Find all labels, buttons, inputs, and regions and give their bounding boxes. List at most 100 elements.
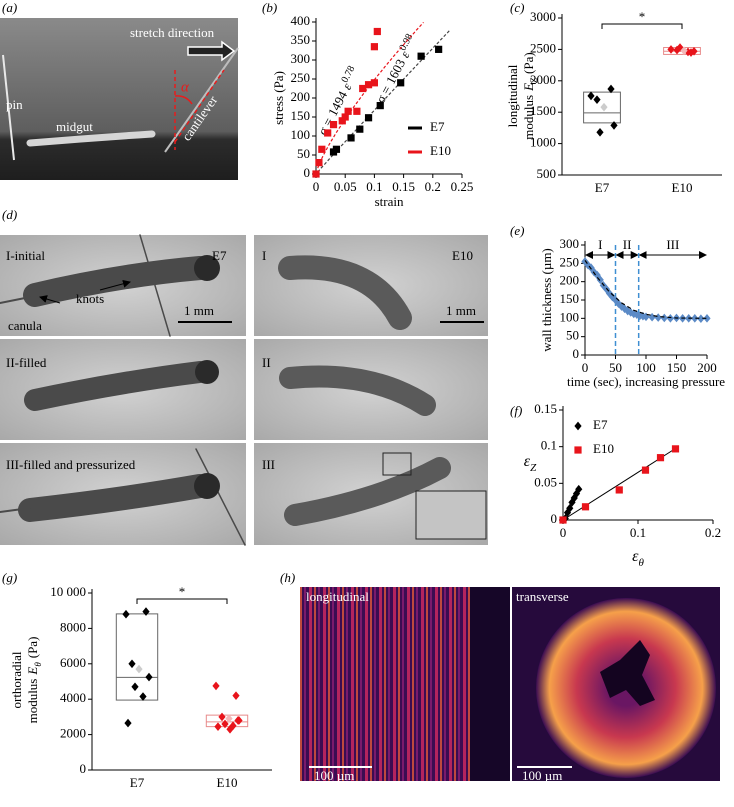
point: [618, 302, 626, 311]
y-tick-label: 0.1: [541, 438, 557, 453]
point: [607, 84, 615, 94]
point: [122, 609, 130, 619]
photo-h: (h) longitudinal transverse 100 µm 100 µ…: [280, 570, 720, 783]
axis-label: wall thickness (µm): [539, 248, 554, 352]
label-part: θ: [33, 662, 43, 667]
eq-part: 0.98: [397, 32, 415, 53]
point: [397, 79, 405, 87]
fit-equation: σ =1494ε0.78: [313, 64, 363, 138]
photo-a: (a) stretch direction pin midgut cantile…: [0, 0, 239, 180]
eq-part: σ =: [373, 83, 395, 106]
region-label: III: [666, 237, 679, 252]
point: [329, 121, 338, 129]
axis-label: εθ: [632, 548, 644, 569]
axis-label-text: wall thickness (µm): [539, 248, 554, 352]
y-tick-label: 200: [291, 89, 311, 104]
point: [364, 114, 373, 122]
label-part: θ: [638, 557, 644, 569]
panel-label: (h): [280, 570, 295, 585]
y-tick-label: 1500: [530, 103, 556, 118]
point: [214, 722, 222, 731]
knot: [194, 473, 220, 499]
y-tick-label: 4000: [60, 690, 86, 705]
fit-line: [584, 260, 708, 319]
point: [660, 313, 668, 323]
x-tick-label: 200: [697, 360, 717, 375]
panel-label: (a): [2, 0, 17, 15]
label-part: E: [521, 83, 536, 92]
legend-label: E10: [430, 143, 451, 158]
legend-symbol: [574, 421, 582, 431]
point: [229, 721, 237, 731]
axis-label-text: longitudinal: [505, 64, 520, 127]
point: [128, 659, 136, 669]
point: [139, 692, 147, 701]
x-tick-label: 0.05: [334, 179, 357, 194]
y-tick-label: 100: [560, 309, 580, 324]
point: [232, 691, 240, 700]
point: [596, 127, 604, 137]
inset: [415, 490, 487, 540]
point: [124, 718, 132, 728]
x-tick-label: 0.2: [425, 179, 441, 194]
label-part: (Pa): [521, 52, 536, 74]
x-tick-label: 50: [609, 360, 622, 375]
point: [344, 107, 352, 115]
label-part: modulus: [25, 679, 40, 724]
mean: [680, 46, 688, 55]
x-tick-label: 0.2: [705, 525, 721, 540]
x-tick-label: E7: [130, 775, 145, 790]
photo-text: II-filled: [6, 355, 47, 370]
lumen: [600, 640, 655, 706]
point: [593, 95, 601, 104]
y-tick-label: 2000: [60, 726, 86, 741]
arrow: [187, 40, 236, 62]
point: [312, 170, 320, 178]
axis-label: orthoradial modulus Eθ (Pa): [9, 637, 43, 724]
x-tick-label: E10: [217, 775, 238, 790]
panel-label: (d): [2, 207, 17, 222]
point: [142, 607, 150, 616]
photo: [0, 18, 238, 180]
region-label: II: [623, 237, 632, 252]
point: [587, 263, 595, 273]
axis-label: strain: [375, 194, 404, 209]
photo-text: 1 mm: [446, 303, 476, 318]
point: [218, 712, 226, 722]
y-tick-label: 6000: [60, 655, 86, 670]
x-tick-label: E10: [672, 180, 693, 195]
y-tick-label: 500: [537, 166, 557, 181]
point: [596, 275, 604, 285]
photo-text: E10: [452, 248, 473, 263]
label-part: Z: [530, 462, 537, 474]
point: [234, 716, 242, 725]
point: [324, 129, 332, 137]
significance: *: [639, 9, 646, 24]
point: [341, 113, 349, 121]
y-tick-label: 0: [80, 761, 87, 776]
x-tick-label: 100: [636, 360, 656, 375]
pin-shape: [2, 54, 15, 161]
point: [356, 125, 364, 133]
label-part: modulus: [521, 95, 536, 140]
y-tick-label: 250: [560, 254, 580, 269]
photo-text: α: [181, 79, 190, 95]
x-tick-label: 0.1: [366, 179, 382, 194]
photo-text: pin: [6, 97, 23, 112]
point: [630, 309, 638, 319]
legend-label: E10: [593, 441, 614, 456]
point: [671, 445, 680, 453]
point: [703, 314, 711, 323]
angle-arc: [174, 95, 193, 105]
point: [641, 466, 650, 474]
y-tick-label: 150: [291, 108, 311, 123]
significance-bracket: [136, 598, 228, 604]
y-tick-label: 0: [573, 346, 580, 361]
label-part: ε: [632, 548, 639, 565]
x-tick-label: 150: [667, 360, 687, 375]
panel-label: (g): [2, 570, 17, 585]
y-tick-label: 0.05: [534, 474, 557, 489]
point: [575, 484, 583, 494]
point: [145, 672, 153, 682]
